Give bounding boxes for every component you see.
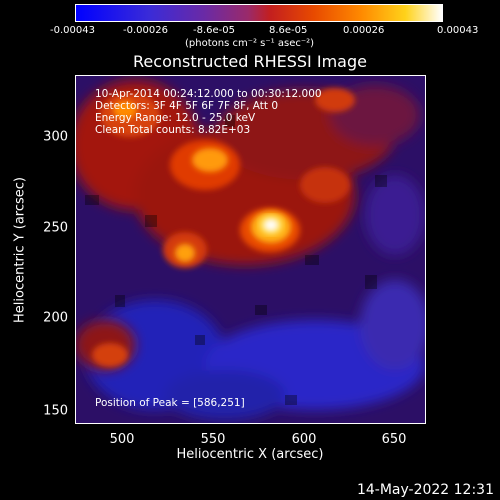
image-canvas [75,75,426,424]
rhessi-image[interactable] [75,75,426,424]
colorbar-tick: 0.00043 [437,25,479,36]
y-tick-label: 250 [43,220,68,236]
y-tick-label: 200 [43,310,68,326]
x-tick-label: 650 [381,432,407,447]
clean-counts-label: Clean Total counts: 8.82E+03 [95,124,251,136]
y-tick-label: 150 [43,403,68,419]
y-axis-label: Heliocentric Y (arcsec) [12,177,28,323]
image-title: Reconstructed RHESSI Image [133,52,367,71]
x-axis-label: Heliocentric X (arcsec) [176,447,324,462]
x-tick-label: 500 [109,432,135,447]
energy-range-label: Energy Range: 12.0 - 25.0 keV [95,112,256,124]
x-tick-label: 550 [200,432,226,447]
colorbar-tick: -0.00026 [123,25,168,36]
colorbar-tick: 0.00026 [343,25,385,36]
colorbar-tick: -8.6e-05 [193,25,235,36]
timestamp: 14-May-2022 12:31 [356,482,494,498]
colorbar [75,4,443,22]
colorbar-tick: 8.6e-05 [269,25,308,36]
y-tick-label: 300 [43,129,68,145]
x-tick-label: 600 [291,432,317,447]
colorbar-units: (photons cm⁻² s⁻¹ asec⁻²) [185,38,315,49]
colorbar-tick: -0.00043 [50,25,95,36]
detectors-label: Detectors: 3F 4F 5F 6F 7F 8F, Att 0 [95,100,279,112]
peak-position-label: Position of Peak = [586,251] [95,397,245,409]
time-range-label: 10-Apr-2014 00:24:12.000 to 00:30:12.000 [95,88,322,100]
